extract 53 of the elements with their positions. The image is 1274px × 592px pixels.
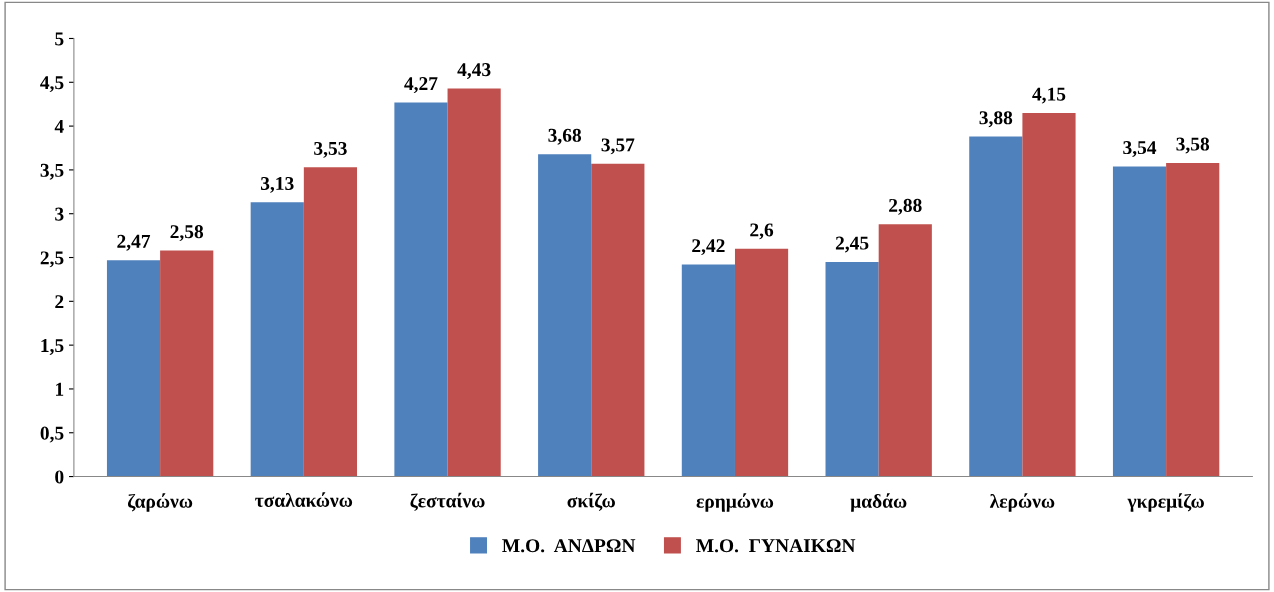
bar bbox=[878, 224, 932, 477]
bar bbox=[1022, 112, 1076, 477]
x-tick-label: ζαρώνω bbox=[127, 493, 193, 512]
bar bbox=[394, 102, 448, 477]
data-label: 3,88 bbox=[979, 111, 1013, 128]
bar bbox=[681, 264, 735, 477]
bar bbox=[1112, 166, 1167, 477]
bar bbox=[1166, 162, 1220, 477]
bar bbox=[303, 167, 358, 477]
data-label: 3,13 bbox=[260, 176, 294, 193]
data-label: 3,53 bbox=[314, 141, 347, 158]
x-tick-label: λερώνω bbox=[989, 493, 1055, 512]
y-tick-label: 0 bbox=[55, 470, 64, 484]
data-label: 2,42 bbox=[692, 239, 725, 256]
x-tick-label: ερημώνω bbox=[696, 493, 774, 512]
x-tick-label: σκίζω bbox=[567, 492, 615, 511]
data-label: 2,6 bbox=[750, 223, 774, 240]
y-tick-label: 1,5 bbox=[41, 339, 64, 355]
data-label: 2,88 bbox=[889, 198, 922, 215]
bar bbox=[447, 88, 501, 477]
y-tick-label: 4,5 bbox=[40, 76, 64, 93]
x-tick-label: ζεσταίνω bbox=[410, 492, 485, 511]
bar bbox=[591, 163, 645, 477]
data-label: 2,58 bbox=[170, 225, 204, 242]
bar bbox=[538, 154, 592, 477]
y-tick-label: 3,5 bbox=[40, 163, 64, 180]
legend-label: Μ.Ο. ΓΥΝΑΙΚΩΝ bbox=[696, 539, 856, 553]
bar bbox=[734, 248, 789, 477]
data-label: 4,27 bbox=[404, 77, 438, 93]
bar bbox=[160, 250, 214, 477]
y-tick-label: 2,5 bbox=[40, 251, 64, 268]
y-tick-label: 1 bbox=[56, 382, 64, 396]
bar bbox=[825, 261, 879, 477]
y-tick-label: 0,5 bbox=[40, 426, 64, 443]
y-tick-label: 3 bbox=[55, 207, 64, 221]
data-label: 4,15 bbox=[1032, 87, 1066, 104]
data-label: 3,54 bbox=[1123, 141, 1157, 157]
data-label: 3,58 bbox=[1176, 137, 1210, 154]
x-tick-label: μαδάω bbox=[850, 493, 907, 512]
data-label: 4,43 bbox=[457, 63, 491, 79]
y-tick-label: 2 bbox=[55, 295, 64, 309]
x-tick-label: γκρεμίζω bbox=[1127, 493, 1204, 512]
data-label: 2,47 bbox=[117, 234, 151, 251]
y-tick-label: 4 bbox=[54, 120, 64, 133]
legend-label: Μ.Ο. ΑΝΔΡΩΝ bbox=[502, 539, 636, 553]
data-label: 2,45 bbox=[835, 236, 869, 253]
bar bbox=[106, 260, 161, 477]
bar bbox=[969, 136, 1023, 477]
bar bbox=[250, 202, 304, 477]
data-label: 3,57 bbox=[601, 138, 635, 155]
data-label: 3,68 bbox=[548, 128, 582, 145]
x-tick-label: τσαλακώνω bbox=[255, 492, 353, 507]
y-tick-label: 5 bbox=[55, 32, 64, 46]
